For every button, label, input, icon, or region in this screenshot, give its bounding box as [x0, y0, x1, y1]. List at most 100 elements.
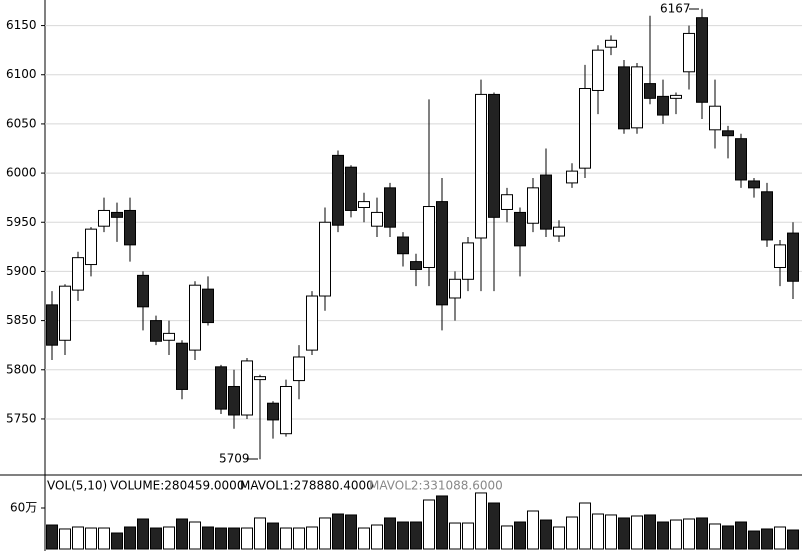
- volume-bar: [618, 517, 630, 550]
- volume-bar: [358, 527, 370, 550]
- y-tick-label: 5750: [6, 411, 37, 425]
- volume-bar: [241, 527, 253, 550]
- candle-body: [293, 356, 305, 382]
- candle-body: [98, 209, 110, 227]
- candle-body: [228, 385, 240, 416]
- volume-bar: [592, 513, 604, 550]
- annotation: 6167: [660, 2, 691, 16]
- volume-bar: [631, 515, 643, 550]
- candle-body: [176, 342, 188, 390]
- candle-body: [397, 236, 409, 255]
- volume-bar: [332, 513, 344, 550]
- candle-body: [85, 228, 97, 266]
- volume-bar: [488, 502, 500, 550]
- candle-body: [384, 187, 396, 228]
- volume-bar: [683, 518, 695, 550]
- candle-body: [527, 187, 539, 224]
- candle-body: [436, 201, 448, 306]
- volume-bar: [345, 514, 357, 550]
- volume-bar: [410, 521, 422, 550]
- candle-body: [488, 93, 500, 218]
- volume-label: VOLUME:280459.0000: [110, 479, 244, 493]
- candle-body: [592, 49, 604, 91]
- candle-body: [72, 257, 84, 291]
- candle-body: [124, 209, 136, 246]
- candle-body: [462, 242, 474, 280]
- volume-bar: [98, 527, 110, 550]
- candle-body: [410, 261, 422, 270]
- volume-bar: [163, 526, 175, 550]
- volume-bar: [605, 514, 617, 550]
- volume-bar: [787, 529, 799, 550]
- candle-body: [254, 376, 266, 381]
- candle-body: [59, 285, 71, 341]
- volume-bar: [111, 532, 123, 550]
- y-tick-label: 6150: [6, 18, 37, 32]
- volume-bar: [670, 519, 682, 550]
- volume-bar: [735, 521, 747, 550]
- volume-bar: [150, 527, 162, 550]
- volume-bar: [85, 527, 97, 550]
- volume-bar: [371, 524, 383, 550]
- candle-body: [371, 211, 383, 227]
- y-tick-label: 6050: [6, 116, 37, 130]
- candle-body: [761, 191, 773, 241]
- candle-body: [215, 366, 227, 410]
- volume-bar: [384, 517, 396, 550]
- candle-body: [137, 274, 149, 308]
- volume-bar: [436, 495, 448, 550]
- candle-body: [332, 154, 344, 226]
- y-tick-label: 5800: [6, 362, 37, 376]
- candle-body: [553, 226, 565, 237]
- volume-bar: [397, 521, 409, 550]
- candle-body: [202, 288, 214, 324]
- volume-bar: [553, 526, 565, 550]
- candle-body: [501, 194, 513, 210]
- annotation: 5709: [219, 452, 250, 466]
- volume-bar: [189, 521, 201, 550]
- candle-body: [267, 402, 279, 421]
- volume-bar: [761, 528, 773, 550]
- volume-bar: [540, 519, 552, 550]
- y-tick-label: 5950: [6, 215, 37, 229]
- volume-bar: [709, 523, 721, 550]
- candle-body: [46, 304, 58, 346]
- volume-bar: [215, 527, 227, 550]
- volume-bar: [293, 527, 305, 550]
- candle-body: [475, 93, 487, 239]
- volume-bar: [267, 522, 279, 550]
- volume-bar: [46, 524, 58, 550]
- volume-bar: [59, 528, 71, 550]
- candle-body: [774, 244, 786, 268]
- y-tick-label: 5850: [6, 313, 37, 327]
- candle-body: [540, 174, 552, 230]
- mavol2-label: MAVOL2:331088.6000: [369, 479, 503, 493]
- volume-bar: [306, 526, 318, 550]
- volume-bar: [449, 522, 461, 550]
- candle-body: [709, 105, 721, 131]
- volume-bar: [644, 514, 656, 550]
- candle-body: [579, 88, 591, 169]
- volume-title: VOL(5,10): [47, 479, 107, 493]
- candle-body: [618, 66, 630, 130]
- candle-body: [189, 284, 201, 351]
- volume-bar: [176, 518, 188, 550]
- candle-body: [696, 17, 708, 103]
- candle-body: [423, 206, 435, 268]
- volume-bar: [124, 526, 136, 550]
- candle-body: [670, 94, 682, 99]
- volume-bar: [501, 525, 513, 550]
- candle-body: [280, 385, 292, 435]
- volume-bar: [254, 517, 266, 550]
- candle-body: [345, 166, 357, 211]
- volume-bar: [527, 510, 539, 550]
- volume-bar: [72, 526, 84, 550]
- volume-bar: [202, 526, 214, 550]
- volume-bar: [748, 530, 760, 550]
- volume-bar: [462, 522, 474, 550]
- candle-body: [605, 39, 617, 48]
- candle-body: [514, 211, 526, 247]
- candle-body: [787, 232, 799, 282]
- candle-body: [631, 66, 643, 129]
